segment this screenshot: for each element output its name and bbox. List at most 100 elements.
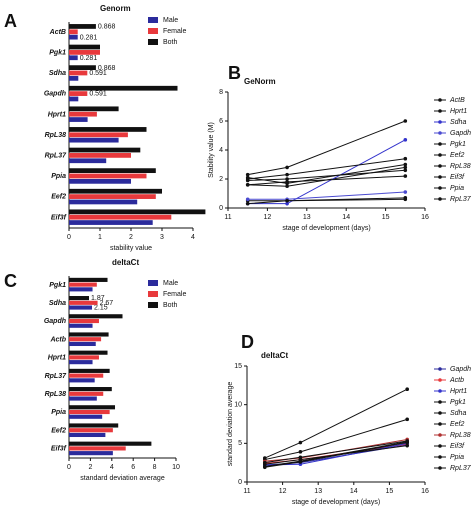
category-label: Eif3f — [51, 446, 67, 453]
x-tick-label: 2 — [88, 464, 92, 471]
point — [285, 198, 289, 203]
bar — [69, 368, 110, 373]
point — [403, 165, 408, 170]
bar — [69, 409, 110, 415]
legend-marker — [438, 378, 442, 382]
bar — [69, 127, 147, 132]
x-tick-label: 0 — [67, 464, 71, 471]
bar — [69, 337, 102, 342]
x-tick-label: 15 — [386, 488, 394, 495]
x-tick-label: 13 — [303, 214, 311, 221]
legend-label: Female — [163, 291, 186, 298]
legend-label: Ppia — [450, 454, 464, 461]
bar — [69, 277, 108, 282]
bar — [69, 117, 88, 122]
x-axis-label: stage of development (days) — [292, 499, 380, 506]
point — [245, 172, 250, 177]
legend-marker — [438, 186, 442, 190]
bar — [69, 414, 103, 419]
legend-label: RpL38 — [450, 163, 471, 170]
legend-label: ActB — [449, 97, 465, 104]
bar — [69, 137, 119, 143]
bar — [69, 428, 113, 433]
bar — [69, 194, 156, 199]
bar — [69, 29, 78, 35]
category-label: RpL38 — [45, 391, 67, 398]
point — [298, 457, 303, 462]
legend-marker — [438, 389, 442, 393]
point — [285, 172, 289, 177]
legend-swatch — [148, 291, 158, 297]
legend-label: Hprt1 — [450, 108, 467, 115]
bar — [69, 178, 131, 184]
value-label: 0.281 — [80, 55, 98, 62]
bar — [69, 396, 97, 401]
point — [245, 183, 250, 187]
legend-marker — [438, 109, 442, 113]
bar — [69, 341, 96, 347]
x-tick-label: 16 — [421, 488, 429, 495]
bar — [69, 282, 97, 287]
x-tick-label: 8 — [153, 464, 157, 471]
x-tick-label: 11 — [243, 488, 250, 495]
bar — [69, 314, 123, 319]
y-axis-label: standard deviation average — [227, 382, 234, 467]
point — [405, 417, 410, 422]
category-label: Ppia — [51, 173, 66, 180]
point — [405, 443, 410, 448]
y-tick-label: 6 — [219, 118, 223, 125]
legend-label: Pgk1 — [450, 141, 466, 148]
x-tick-label: 14 — [350, 488, 358, 495]
category-label: Sdha — [49, 300, 66, 307]
bar — [69, 91, 88, 96]
bar — [69, 451, 113, 456]
bar — [69, 423, 119, 428]
point — [403, 156, 408, 161]
legend-marker — [438, 164, 442, 168]
legend-marker — [438, 444, 442, 448]
bar — [69, 305, 93, 310]
bar — [69, 70, 88, 76]
bar — [69, 106, 119, 112]
x-tick-label: 1 — [98, 234, 102, 241]
category-label: Eef2 — [51, 194, 66, 201]
category-label: Pgk1 — [49, 50, 66, 57]
y-tick-label: 0 — [238, 479, 242, 486]
point — [285, 184, 289, 189]
series-line — [264, 440, 408, 464]
bar — [69, 96, 79, 102]
y-tick-label: 0 — [219, 205, 223, 212]
series-line — [247, 164, 406, 184]
bar — [69, 153, 131, 158]
x-tick-label: 0 — [67, 234, 71, 241]
point — [403, 197, 408, 202]
category-label: RpL38 — [45, 132, 67, 139]
category-label: ActB — [49, 29, 66, 36]
legend-label: Male — [163, 17, 178, 24]
y-tick-label: 4 — [219, 147, 223, 154]
bar — [69, 318, 99, 324]
legend-marker — [438, 197, 442, 201]
chart-title: deltaCt — [261, 351, 288, 360]
y-tick-label: 8 — [219, 89, 223, 96]
value-label: 0.591 — [89, 91, 107, 98]
bar — [69, 373, 104, 378]
point — [285, 177, 289, 181]
panel-label: D — [241, 332, 254, 352]
x-tick-label: 6 — [131, 464, 135, 471]
point — [298, 450, 303, 454]
legend-label: Both — [163, 39, 178, 46]
legend-marker — [438, 433, 442, 437]
category-label: Hprt1 — [48, 355, 66, 362]
point — [405, 439, 410, 443]
bar — [69, 391, 104, 396]
legend-swatch — [148, 280, 158, 286]
legend-label: Hprt1 — [450, 388, 467, 395]
x-tick-label: 10 — [172, 464, 180, 471]
bar — [69, 34, 78, 40]
bar — [69, 24, 96, 29]
panel-label: A — [4, 11, 17, 31]
bar — [69, 287, 93, 292]
bar — [69, 55, 78, 61]
